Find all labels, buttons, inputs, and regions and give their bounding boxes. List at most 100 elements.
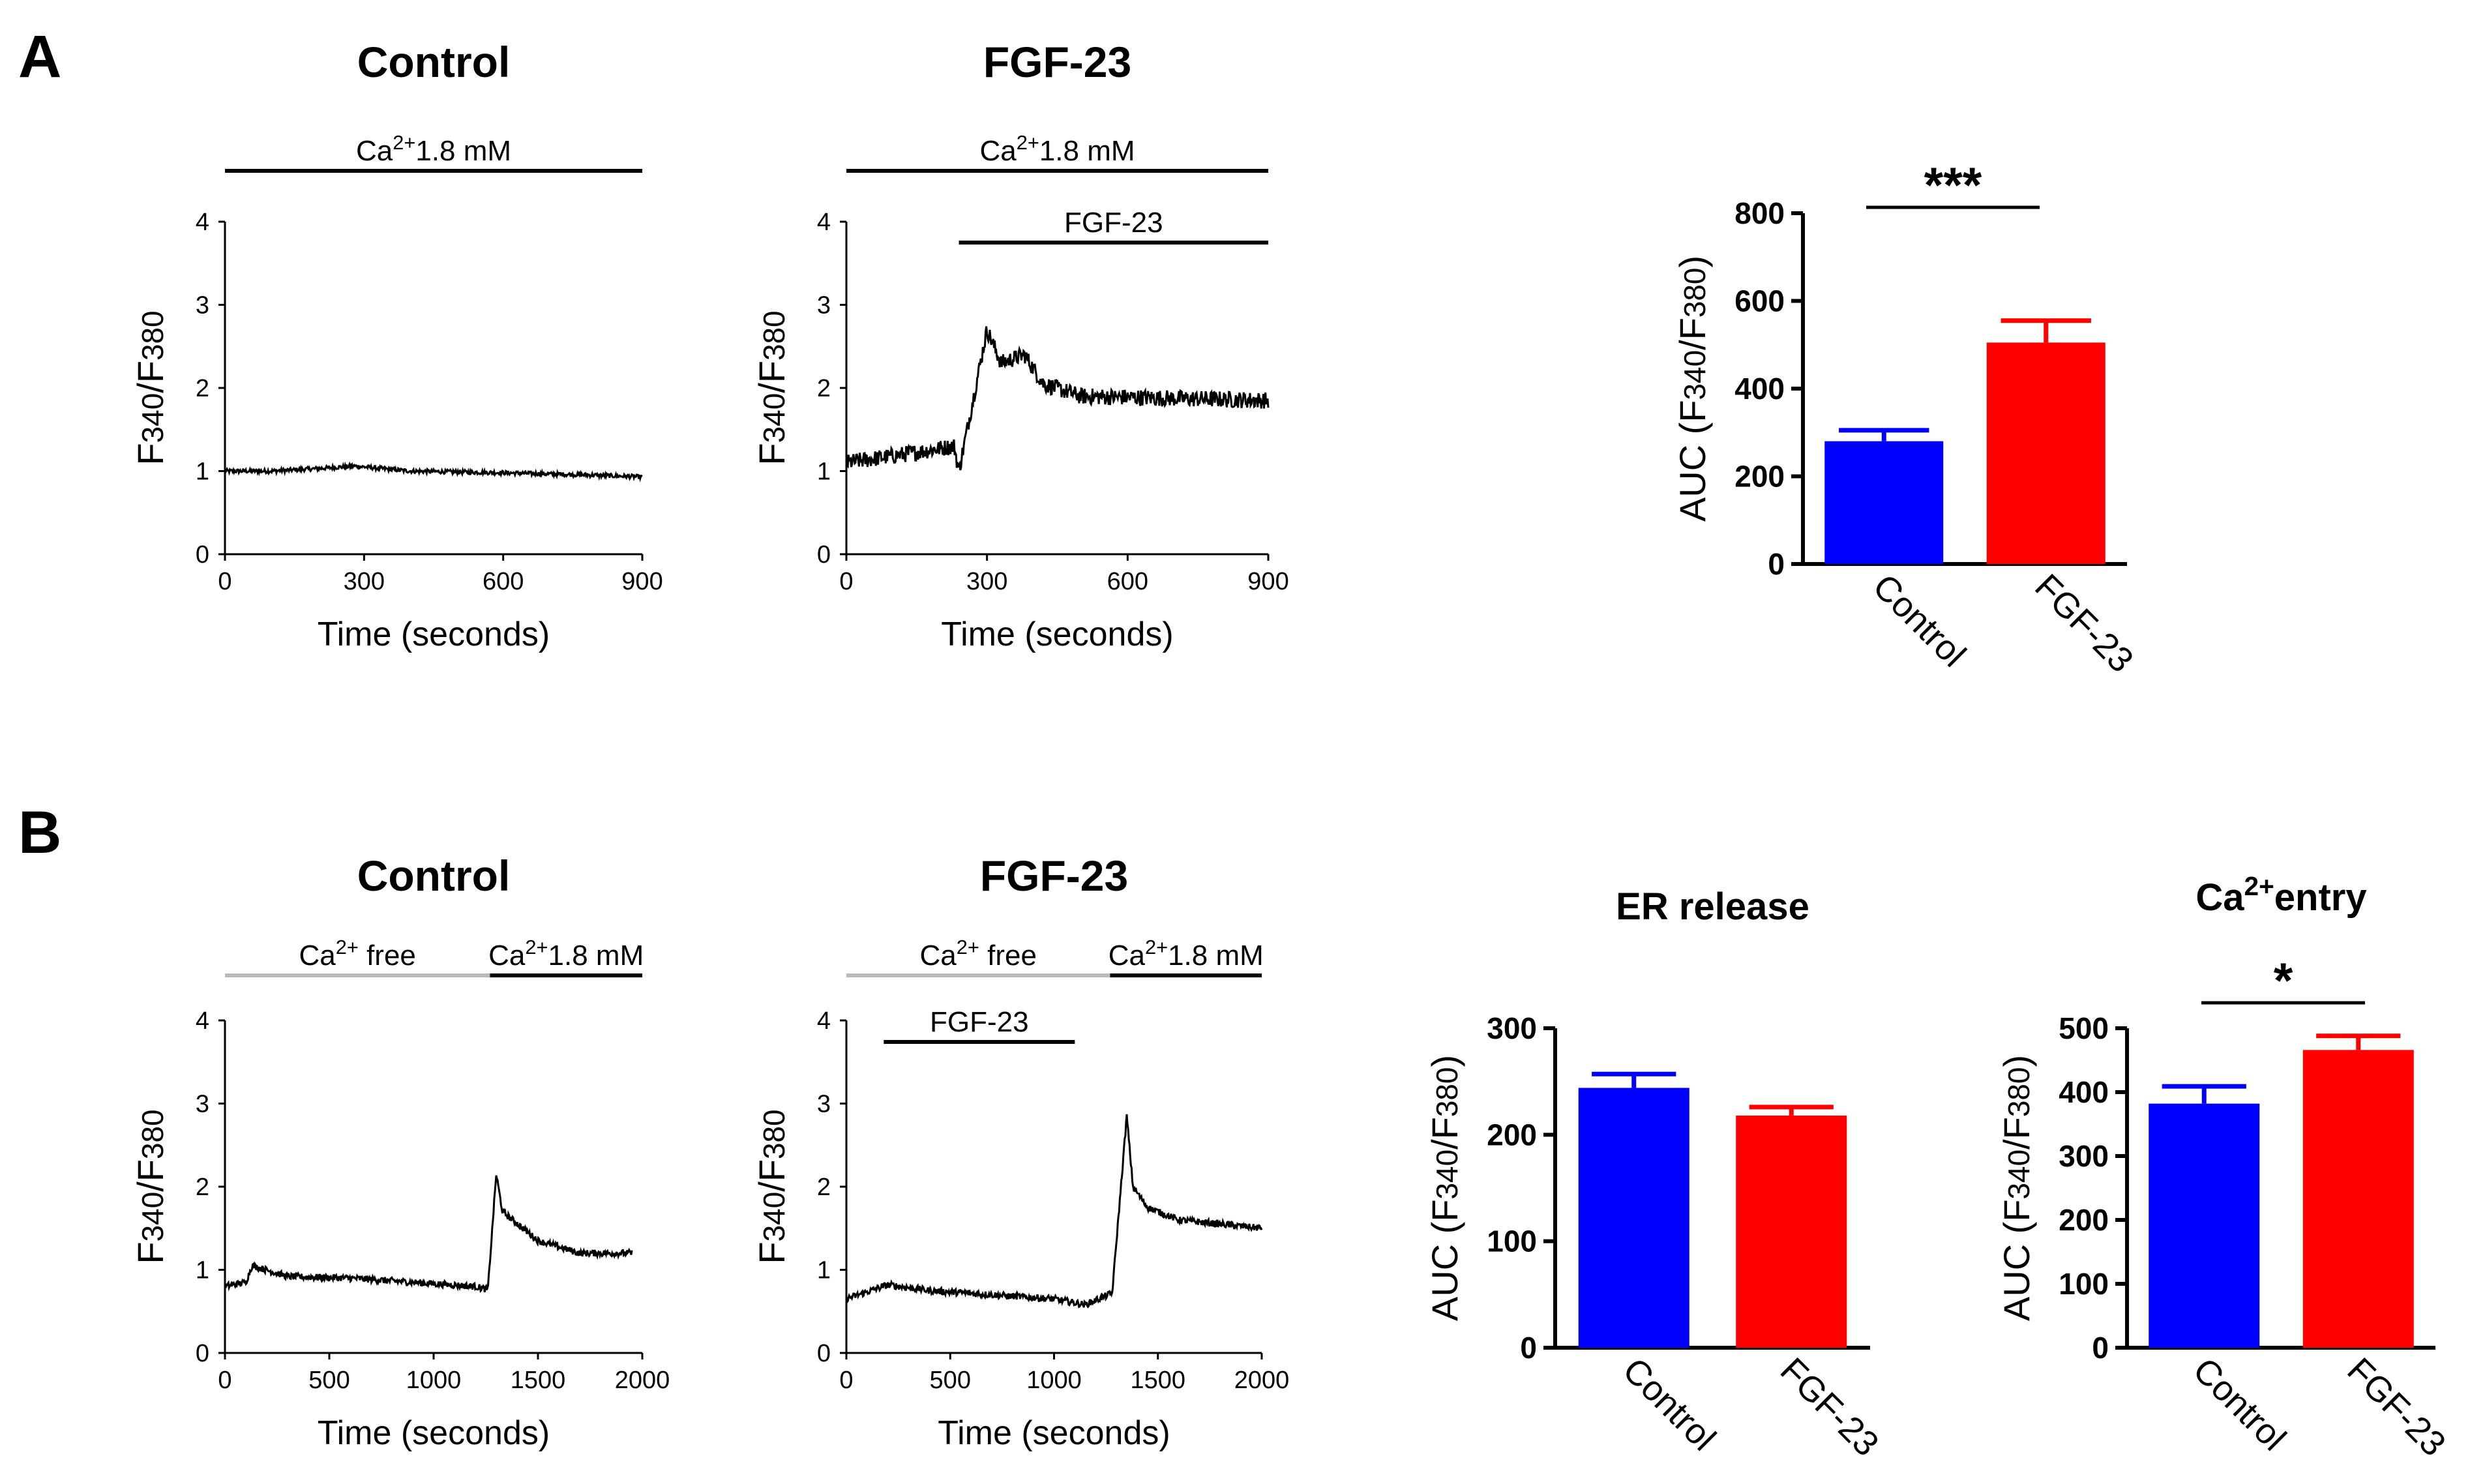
A-fgf23-annotation-label-0: Ca2+1.8 mM bbox=[979, 131, 1135, 168]
A-control-y-tick-label-4: 4 bbox=[196, 209, 209, 236]
B-control-y-label: F340/F380 bbox=[130, 1109, 171, 1264]
B-fgf23-x-tick-label-2: 1000 bbox=[1026, 1367, 1082, 1394]
B-er-bar-fgf-23 bbox=[1736, 1115, 1847, 1348]
B-entry-y-tick-label-1: 100 bbox=[2059, 1267, 2109, 1301]
B-fgf23-chart: FGF-23 0 500 1000 1500 2000 0 1 2 3 4 Time (seconds… bbox=[817, 852, 1289, 1452]
A-fgf23-title: FGF-23 bbox=[983, 38, 1131, 86]
B-control-y-tick-label-2: 2 bbox=[196, 1174, 209, 1201]
B-control-y-tick-label-1: 1 bbox=[196, 1257, 209, 1284]
B-fgf23-annotation-label-0: Ca2+ free bbox=[920, 936, 1037, 972]
panel-letter-b: B bbox=[18, 799, 61, 866]
A-auc-category-label-control: Control bbox=[1866, 567, 1974, 675]
A-fgf23-x-tick-label-0: 0 bbox=[839, 568, 853, 595]
A-auc-significance-label: *** bbox=[1924, 158, 1982, 213]
B-entry-y-tick-label-5: 500 bbox=[2059, 1011, 2109, 1045]
A-auc-bar-fgf-23 bbox=[1986, 342, 2105, 564]
B-control-x-tick-label-1: 500 bbox=[308, 1367, 350, 1394]
B-fgf23-x-tick-label-4: 2000 bbox=[1234, 1367, 1290, 1394]
A-control-y-tick-label-2: 2 bbox=[196, 375, 209, 402]
A-control-y-tick-label-0: 0 bbox=[196, 541, 209, 569]
B-fgf23-x-tick-label-3: 1500 bbox=[1130, 1367, 1185, 1394]
A-auc-y-label: AUC (F340/F380) bbox=[1672, 256, 1713, 522]
B-entry-y-tick-label-2: 200 bbox=[2059, 1203, 2109, 1237]
B-control-x-tick-label-3: 1500 bbox=[511, 1367, 566, 1394]
B-er-chart: ER release 0 100 200 300 Control FGF-23 bbox=[1487, 885, 1886, 1464]
B-control-title: Control bbox=[357, 852, 511, 900]
B-control-x-tick-label-0: 0 bbox=[218, 1367, 231, 1394]
B-entry-bar-fgf-23 bbox=[2302, 1050, 2414, 1348]
B-fgf23-annotation-label-1: Ca2+1.8 mM bbox=[1109, 936, 1264, 972]
B-er-y-tick-label-3: 300 bbox=[1487, 1011, 1537, 1045]
A-fgf23-x-tick-label-1: 300 bbox=[966, 568, 1007, 595]
B-control-trace-line bbox=[224, 1175, 633, 1294]
B-entry-y-tick-label-4: 400 bbox=[2059, 1075, 2109, 1109]
A-fgf23-y-tick-label-2: 2 bbox=[817, 375, 831, 402]
panel-letter-a: A bbox=[18, 23, 61, 90]
B-control-x-tick-label-4: 2000 bbox=[615, 1367, 670, 1394]
B-fgf23-y-label: F340/F380 bbox=[751, 1109, 792, 1264]
B-entry-y-tick-label-3: 300 bbox=[2059, 1139, 2109, 1173]
B-er-y-tick-label-1: 100 bbox=[1487, 1224, 1537, 1258]
B-er-title: ER release bbox=[1616, 885, 1809, 928]
B-er-category-label-fgf-23: FGF-23 bbox=[1773, 1350, 1886, 1464]
B-fgf23-title: FGF-23 bbox=[980, 852, 1128, 900]
B-control-chart: Control 0 500 1000 1500 2000 0 1 2 3 4 Time (second… bbox=[196, 852, 670, 1452]
A-fgf23-y-tick-label-3: 3 bbox=[817, 292, 831, 319]
B-fgf23-y-tick-label-2: 2 bbox=[817, 1174, 831, 1201]
B-entry-bar-control bbox=[2149, 1103, 2260, 1348]
B-control-y-tick-label-3: 3 bbox=[196, 1091, 209, 1118]
A-control-y-label: F340/F380 bbox=[130, 310, 171, 465]
B-entry-y-tick-label-0: 0 bbox=[2092, 1331, 2109, 1365]
A-auc-y-tick-label-0: 0 bbox=[1768, 547, 1785, 581]
A-control-chart: Control 0 300 600 900 0 1 2 3 4 Time (seconds) Ca2+… bbox=[196, 38, 663, 653]
A-auc-y-tick-label-3: 600 bbox=[1734, 284, 1785, 318]
A-control-x-tick-label-3: 900 bbox=[621, 568, 662, 595]
A-control-trace-line bbox=[224, 461, 643, 482]
A-control-y-tick-label-1: 1 bbox=[196, 458, 209, 486]
B-control-annotation-label-1: Ca2+1.8 mM bbox=[488, 936, 644, 972]
B-fgf23-y-tick-label-3: 3 bbox=[817, 1091, 831, 1118]
A-fgf23-chart: FGF-23 0 300 600 900 0 1 2 3 4 Time (seconds) Ca2+1… bbox=[817, 38, 1289, 653]
B-control-annotation-label-0: Ca2+ free bbox=[299, 936, 415, 972]
B-entry-chart: Ca2+entry 0 100 200 300 400 500 Control FGF-23 * bbox=[2059, 871, 2453, 1464]
B-fgf23-x-tick-label-0: 0 bbox=[839, 1367, 853, 1394]
A-auc-y-tick-label-1: 200 bbox=[1734, 460, 1785, 494]
A-fgf23-y-tick-label-0: 0 bbox=[817, 541, 831, 569]
A-control-x-tick-label-0: 0 bbox=[218, 568, 231, 595]
A-auc-category-label-fgf-23: FGF-23 bbox=[2027, 567, 2141, 680]
B-fgf23-y-tick-label-0: 0 bbox=[817, 1340, 831, 1367]
A-auc-bar-control bbox=[1824, 441, 1944, 564]
B-control-y-tick-label-4: 4 bbox=[196, 1007, 209, 1035]
A-fgf23-y-label: F340/F380 bbox=[751, 310, 792, 465]
B-er-y-tick-label-2: 200 bbox=[1487, 1118, 1537, 1151]
A-fgf23-annotation-label-1: FGF-23 bbox=[1064, 207, 1163, 239]
A-fgf23-x-tick-label-3: 900 bbox=[1247, 568, 1288, 595]
A-fgf23-x-label: Time (seconds) bbox=[941, 616, 1173, 653]
A-control-title: Control bbox=[357, 38, 511, 86]
B-fgf23-annotation-label-2: FGF-23 bbox=[930, 1006, 1029, 1038]
A-auc-chart: 0 200 400 600 800 Control FGF-23 *** bbox=[1734, 158, 2141, 680]
A-control-x-tick-label-1: 300 bbox=[344, 568, 385, 595]
B-er-y-label: AUC (F340/F380) bbox=[1424, 1055, 1465, 1321]
B-entry-significance-label: * bbox=[2274, 953, 2293, 1009]
B-control-x-tick-label-2: 1000 bbox=[406, 1367, 462, 1394]
A-control-x-label: Time (seconds) bbox=[318, 616, 550, 653]
B-fgf23-y-tick-label-4: 4 bbox=[817, 1007, 831, 1035]
A-control-x-tick-label-2: 600 bbox=[483, 568, 524, 595]
B-er-bar-control bbox=[1578, 1088, 1689, 1348]
A-auc-y-tick-label-2: 400 bbox=[1734, 372, 1785, 406]
B-er-category-label-control: Control bbox=[1615, 1350, 1723, 1459]
B-er-y-tick-label-0: 0 bbox=[1520, 1331, 1537, 1365]
B-control-x-label: Time (seconds) bbox=[318, 1414, 550, 1452]
A-fgf23-trace-line bbox=[845, 326, 1270, 471]
B-entry-category-label-fgf-23: FGF-23 bbox=[2340, 1350, 2453, 1464]
B-fgf23-x-label: Time (seconds) bbox=[938, 1414, 1170, 1452]
B-fgf23-y-tick-label-1: 1 bbox=[817, 1257, 831, 1284]
B-entry-category-label-control: Control bbox=[2186, 1350, 2294, 1459]
B-fgf23-x-tick-label-1: 500 bbox=[930, 1367, 971, 1394]
B-entry-title: Ca2+entry bbox=[2195, 871, 2366, 919]
B-control-y-tick-label-0: 0 bbox=[196, 1340, 209, 1367]
A-control-y-tick-label-3: 3 bbox=[196, 292, 209, 319]
